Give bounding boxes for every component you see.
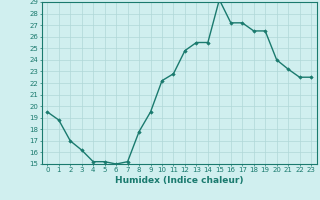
X-axis label: Humidex (Indice chaleur): Humidex (Indice chaleur) [115,176,244,185]
